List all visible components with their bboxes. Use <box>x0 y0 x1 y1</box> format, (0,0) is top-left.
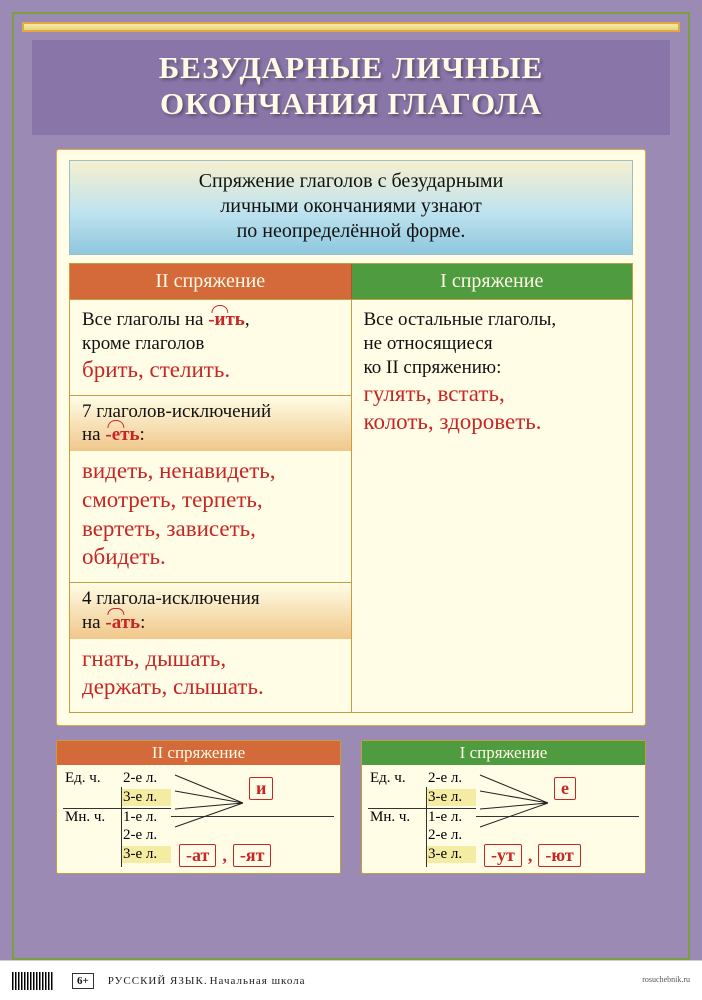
intro-band: Спряжение глаголов с безударными личными… <box>69 160 633 255</box>
ii-block-2: 7 глаголов-исключений на -еть: видеть, н… <box>70 395 351 583</box>
poster-title: БЕЗУДАРНЫЕ ЛИЧНЫЕ ОКОНЧАНИЯ ГЛАГОЛА <box>32 40 670 135</box>
mini-i-letter: е <box>554 777 576 800</box>
mini-i: I спряжение Ед. ч. 2-е л. 3-е л. Мн. ч. … <box>361 740 646 874</box>
ii-b3-s1: гнать, дышать, <box>82 645 341 674</box>
ii-b1-script: брить, стелить. <box>82 356 341 385</box>
mini-ii-vsep <box>121 787 122 867</box>
footer: 6+ РУССКИЙ ЯЗЫК. Начальная школа rosuche… <box>0 960 702 1000</box>
bracket-icon <box>478 769 558 849</box>
title-line-2: ОКОНЧАНИЯ ГЛАГОЛА <box>40 86 662 122</box>
top-gold-band <box>22 22 680 32</box>
ending-et: -еть <box>105 424 139 445</box>
ii-block-3: 4 глагола-исключения на -ать: гнать, дыш… <box>70 582 351 712</box>
ii-b2-s4: обидеть. <box>82 543 341 572</box>
footer-publisher: rosuchebnik.ru <box>642 976 690 985</box>
i-s2: колоть, здороветь. <box>364 408 623 437</box>
i-block: Все остальные глаголы, не относящиеся ко… <box>352 300 633 447</box>
mini-ii-endings: -ат , -ят <box>179 844 271 867</box>
footer-subject: РУССКИЙ ЯЗЫК. Начальная школа <box>108 975 306 987</box>
barcode-icon <box>12 972 54 990</box>
age-badge: 6+ <box>72 973 94 989</box>
poster-frame: БЕЗУДАРНЫЕ ЛИЧНЫЕ ОКОНЧАНИЯ ГЛАГОЛА Спря… <box>12 12 690 960</box>
mini-ii-letter: и <box>249 777 273 800</box>
ii-b2-s2: смотреть, терпеть, <box>82 486 341 515</box>
mini-i-vsep <box>426 787 427 867</box>
intro-line-1: Спряжение глаголов с безударными <box>80 169 622 194</box>
content-box: Спряжение глаголов с безударными личными… <box>56 149 646 726</box>
ending-at: -ать <box>105 612 140 633</box>
col-ii: Все глаголы на -ить, кроме глаголов брит… <box>70 299 352 712</box>
ending-it: -ить <box>208 309 245 330</box>
col-i: Все остальные глаголы, не относящиеся ко… <box>352 299 633 712</box>
ii-b2-head: 7 глаголов-исключений на -еть: <box>70 396 351 452</box>
col-head-ii: II спряжение <box>70 264 352 299</box>
main-table-head: II спряжение I спряжение <box>70 264 632 299</box>
ii-b2-s1: видеть, ненавидеть, <box>82 457 341 486</box>
mini-ii-head: II спряжение <box>57 741 340 765</box>
mini-ii: II спряжение Ед. ч. 2-е л. 3-е л. Мн. ч.… <box>56 740 341 874</box>
bracket-icon <box>173 769 253 849</box>
bottom-tables: II спряжение Ед. ч. 2-е л. 3-е л. Мн. ч.… <box>56 740 646 874</box>
lbl-sing: Ед. ч. <box>63 770 121 787</box>
i-s1: гулять, встать, <box>364 380 623 409</box>
intro-line-2: личными окончаниями узнают <box>80 194 622 219</box>
main-table: II спряжение I спряжение Все глаголы на … <box>69 263 633 713</box>
col-head-i: I спряжение <box>352 264 633 299</box>
lbl-plur: Мн. ч. <box>63 808 121 826</box>
intro-line-3: по неопределённой форме. <box>80 219 622 244</box>
ii-b3-head: 4 глагола-исключения на -ать: <box>70 583 351 639</box>
mini-i-head: I спряжение <box>362 741 645 765</box>
ii-b2-s3: вертеть, зависеть, <box>82 515 341 544</box>
ii-b3-s2: держать, слышать. <box>82 673 341 702</box>
ii-block-1: Все глаголы на -ить, кроме глаголов брит… <box>70 300 351 394</box>
mini-i-endings: -ут , -ют <box>484 844 581 867</box>
title-line-1: БЕЗУДАРНЫЕ ЛИЧНЫЕ <box>40 50 662 86</box>
